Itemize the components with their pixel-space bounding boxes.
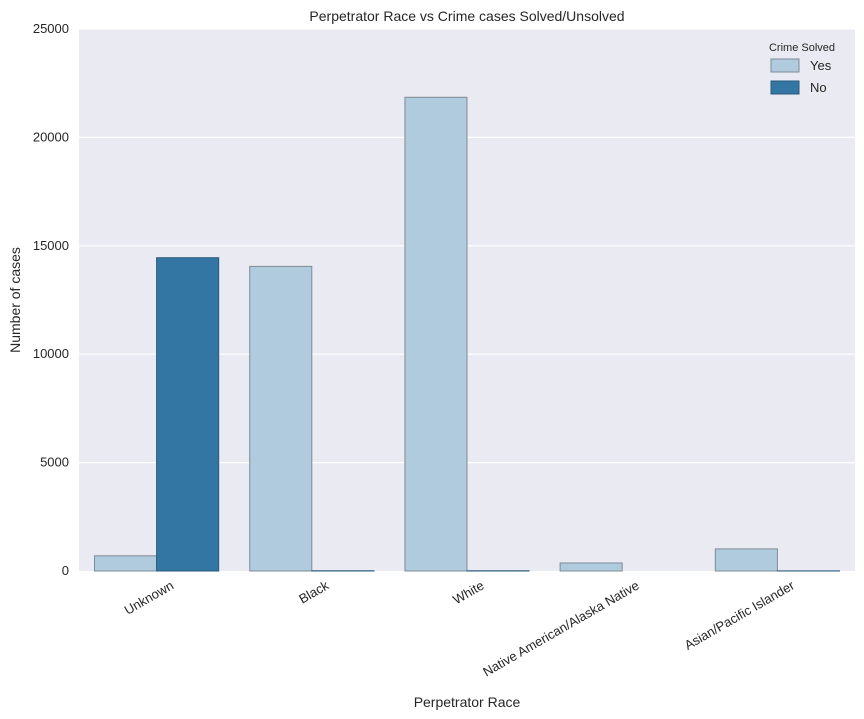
bar-yes-0 (94, 555, 158, 572)
y-tick-label: 25000 (33, 21, 69, 36)
y-axis-label: Number of cases (7, 247, 23, 353)
bar-no-0 (156, 257, 220, 572)
legend-swatch-yes (770, 58, 800, 73)
legend: Crime Solved Yes No (769, 42, 835, 95)
bar-yes-2 (404, 96, 468, 572)
y-tick-label: 0 (62, 563, 69, 578)
y-tick-label: 5000 (40, 455, 69, 470)
x-tick-label: Native American/Alaska Native (480, 578, 641, 680)
x-axis-label: Perpetrator Race (414, 694, 521, 710)
legend-swatch-no (770, 80, 800, 95)
x-tick-label: Asian/Pacific Islander (682, 577, 798, 652)
legend-label-no: No (810, 80, 827, 95)
bar-yes-4 (714, 548, 778, 572)
bar-yes-1 (249, 265, 313, 572)
y-axis-ticks: 0 5000 10000 15000 20000 25000 (33, 21, 69, 578)
y-tick-label: 15000 (33, 238, 69, 253)
legend-label-yes: Yes (810, 58, 832, 73)
x-tick-label: Black (296, 577, 331, 606)
y-tick-label: 10000 (33, 346, 69, 361)
bars (94, 96, 840, 572)
x-tick-label: Unknown (122, 578, 176, 618)
y-tick-label: 20000 (33, 129, 69, 144)
chart-title: Perpetrator Race vs Crime cases Solved/U… (309, 8, 624, 24)
x-tick-label: White (450, 578, 486, 608)
legend-title: Crime Solved (769, 42, 835, 54)
bar-yes-3 (559, 562, 623, 572)
